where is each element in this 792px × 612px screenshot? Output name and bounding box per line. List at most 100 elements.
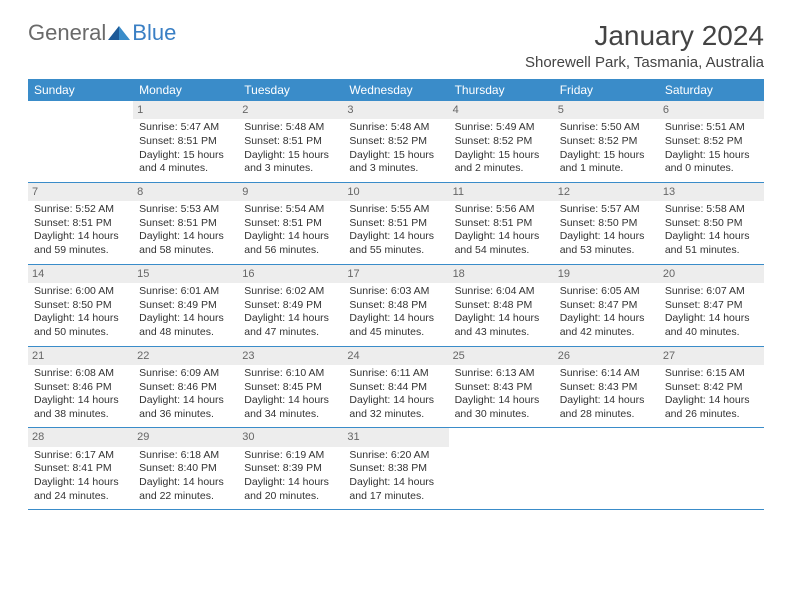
dow-cell: Monday <box>133 79 238 101</box>
sunset-text: Sunset: 8:49 PM <box>244 299 337 313</box>
day-number: 8 <box>133 183 238 201</box>
sunset-text: Sunset: 8:38 PM <box>349 462 442 476</box>
sunset-text: Sunset: 8:50 PM <box>665 217 758 231</box>
sunrise-text: Sunrise: 6:19 AM <box>244 449 337 463</box>
day-number: 2 <box>238 101 343 119</box>
daylight-text: Daylight: 14 hours and 54 minutes. <box>455 230 548 257</box>
daylight-text: Daylight: 14 hours and 42 minutes. <box>560 312 653 339</box>
day-number: 27 <box>659 347 764 365</box>
daylight-text: Daylight: 14 hours and 28 minutes. <box>560 394 653 421</box>
day-number: 6 <box>659 101 764 119</box>
day-cell: 1 Sunrise: 5:47 AMSunset: 8:51 PMDaylight… <box>133 101 238 182</box>
day-cell: 11Sunrise: 5:56 AMSunset: 8:51 PMDayligh… <box>449 183 554 264</box>
sunset-text: Sunset: 8:52 PM <box>349 135 442 149</box>
daylight-text: Daylight: 14 hours and 36 minutes. <box>139 394 232 421</box>
day-cell: 17Sunrise: 6:03 AMSunset: 8:48 PMDayligh… <box>343 265 448 346</box>
sunset-text: Sunset: 8:51 PM <box>139 135 232 149</box>
week-row: 7Sunrise: 5:52 AMSunset: 8:51 PMDaylight… <box>28 183 764 265</box>
sunset-text: Sunset: 8:44 PM <box>349 381 442 395</box>
sunset-text: Sunset: 8:50 PM <box>34 299 127 313</box>
day-number: 13 <box>659 183 764 201</box>
logo-text-general: General <box>28 20 106 46</box>
daylight-text: Daylight: 15 hours and 0 minutes. <box>665 149 758 176</box>
sunrise-text: Sunrise: 6:03 AM <box>349 285 442 299</box>
month-title: January 2024 <box>525 20 764 52</box>
day-number: 15 <box>133 265 238 283</box>
day-cell: 24Sunrise: 6:11 AMSunset: 8:44 PMDayligh… <box>343 347 448 428</box>
day-cell: 5Sunrise: 5:50 AMSunset: 8:52 PMDaylight… <box>554 101 659 182</box>
day-cell: 15Sunrise: 6:01 AMSunset: 8:49 PMDayligh… <box>133 265 238 346</box>
dow-cell: Saturday <box>659 79 764 101</box>
daylight-text: Daylight: 14 hours and 50 minutes. <box>34 312 127 339</box>
daylight-text: Daylight: 15 hours and 3 minutes. <box>244 149 337 176</box>
daylight-text: Daylight: 14 hours and 30 minutes. <box>455 394 548 421</box>
week-row: 1Sunrise: 5:47 AMSunset: 8:51 PMDaylight… <box>28 101 764 183</box>
dow-cell: Thursday <box>449 79 554 101</box>
day-number: 3 <box>343 101 448 119</box>
day-number: 22 <box>133 347 238 365</box>
daylight-text: Daylight: 14 hours and 22 minutes. <box>139 476 232 503</box>
sunrise-text: Sunrise: 5:49 AM <box>455 121 548 135</box>
day-number: 28 <box>28 428 133 446</box>
day-cell: 19Sunrise: 6:05 AMSunset: 8:47 PMDayligh… <box>554 265 659 346</box>
sunset-text: Sunset: 8:51 PM <box>455 217 548 231</box>
sunrise-text: Sunrise: 6:18 AM <box>139 449 232 463</box>
sunrise-text: Sunrise: 6:04 AM <box>455 285 548 299</box>
logo-text-blue: Blue <box>132 20 176 46</box>
logo-mark-icon <box>108 24 130 42</box>
week-row: 14Sunrise: 6:00 AMSunset: 8:50 PMDayligh… <box>28 265 764 347</box>
daylight-text: Daylight: 14 hours and 56 minutes. <box>244 230 337 257</box>
daylight-text: Daylight: 15 hours and 1 minute. <box>560 149 653 176</box>
location: Shorewell Park, Tasmania, Australia <box>525 54 764 71</box>
sunrise-text: Sunrise: 5:50 AM <box>560 121 653 135</box>
day-number: 31 <box>343 428 448 446</box>
day-cell: 25Sunrise: 6:13 AMSunset: 8:43 PMDayligh… <box>449 347 554 428</box>
sunrise-text: Sunrise: 6:17 AM <box>34 449 127 463</box>
day-cell: 21Sunrise: 6:08 AMSunset: 8:46 PMDayligh… <box>28 347 133 428</box>
daylight-text: Daylight: 15 hours and 3 minutes. <box>349 149 442 176</box>
daylight-text: Daylight: 15 hours and 4 minutes. <box>139 149 232 176</box>
daylight-text: Daylight: 14 hours and 34 minutes. <box>244 394 337 421</box>
day-number: 23 <box>238 347 343 365</box>
day-cell: 20Sunrise: 6:07 AMSunset: 8:47 PMDayligh… <box>659 265 764 346</box>
sunset-text: Sunset: 8:52 PM <box>665 135 758 149</box>
sunset-text: Sunset: 8:41 PM <box>34 462 127 476</box>
day-cell: 12Sunrise: 5:57 AMSunset: 8:50 PMDayligh… <box>554 183 659 264</box>
daylight-text: Daylight: 14 hours and 53 minutes. <box>560 230 653 257</box>
daylight-text: Daylight: 14 hours and 38 minutes. <box>34 394 127 421</box>
day-cell: 27Sunrise: 6:15 AMSunset: 8:42 PMDayligh… <box>659 347 764 428</box>
sunset-text: Sunset: 8:40 PM <box>139 462 232 476</box>
sunrise-text: Sunrise: 5:56 AM <box>455 203 548 217</box>
sunset-text: Sunset: 8:51 PM <box>34 217 127 231</box>
week-row: 21Sunrise: 6:08 AMSunset: 8:46 PMDayligh… <box>28 347 764 429</box>
day-number: 4 <box>449 101 554 119</box>
sunrise-text: Sunrise: 6:02 AM <box>244 285 337 299</box>
sunrise-text: Sunrise: 5:47 AM <box>139 121 232 135</box>
day-number: 26 <box>554 347 659 365</box>
daylight-text: Daylight: 14 hours and 55 minutes. <box>349 230 442 257</box>
daylight-text: Daylight: 14 hours and 24 minutes. <box>34 476 127 503</box>
day-number: 9 <box>238 183 343 201</box>
day-number: 5 <box>554 101 659 119</box>
day-cell: 30Sunrise: 6:19 AMSunset: 8:39 PMDayligh… <box>238 428 343 509</box>
day-number: 1 <box>133 101 238 119</box>
sunset-text: Sunset: 8:46 PM <box>34 381 127 395</box>
sunset-text: Sunset: 8:39 PM <box>244 462 337 476</box>
sunrise-text: Sunrise: 5:54 AM <box>244 203 337 217</box>
dow-cell: Wednesday <box>343 79 448 101</box>
sunrise-text: Sunrise: 6:13 AM <box>455 367 548 381</box>
daylight-text: Daylight: 14 hours and 59 minutes. <box>34 230 127 257</box>
sunset-text: Sunset: 8:50 PM <box>560 217 653 231</box>
daylight-text: Daylight: 14 hours and 45 minutes. <box>349 312 442 339</box>
day-number: 24 <box>343 347 448 365</box>
day-cell: 13Sunrise: 5:58 AMSunset: 8:50 PMDayligh… <box>659 183 764 264</box>
daylight-text: Daylight: 14 hours and 48 minutes. <box>139 312 232 339</box>
week-row: 28Sunrise: 6:17 AMSunset: 8:41 PMDayligh… <box>28 428 764 510</box>
day-cell <box>659 428 764 509</box>
sunset-text: Sunset: 8:51 PM <box>349 217 442 231</box>
sunrise-text: Sunrise: 5:48 AM <box>349 121 442 135</box>
daylight-text: Daylight: 14 hours and 32 minutes. <box>349 394 442 421</box>
day-number: 7 <box>28 183 133 201</box>
calendar-weeks: 1Sunrise: 5:47 AMSunset: 8:51 PMDaylight… <box>28 101 764 510</box>
day-cell: 7Sunrise: 5:52 AMSunset: 8:51 PMDaylight… <box>28 183 133 264</box>
